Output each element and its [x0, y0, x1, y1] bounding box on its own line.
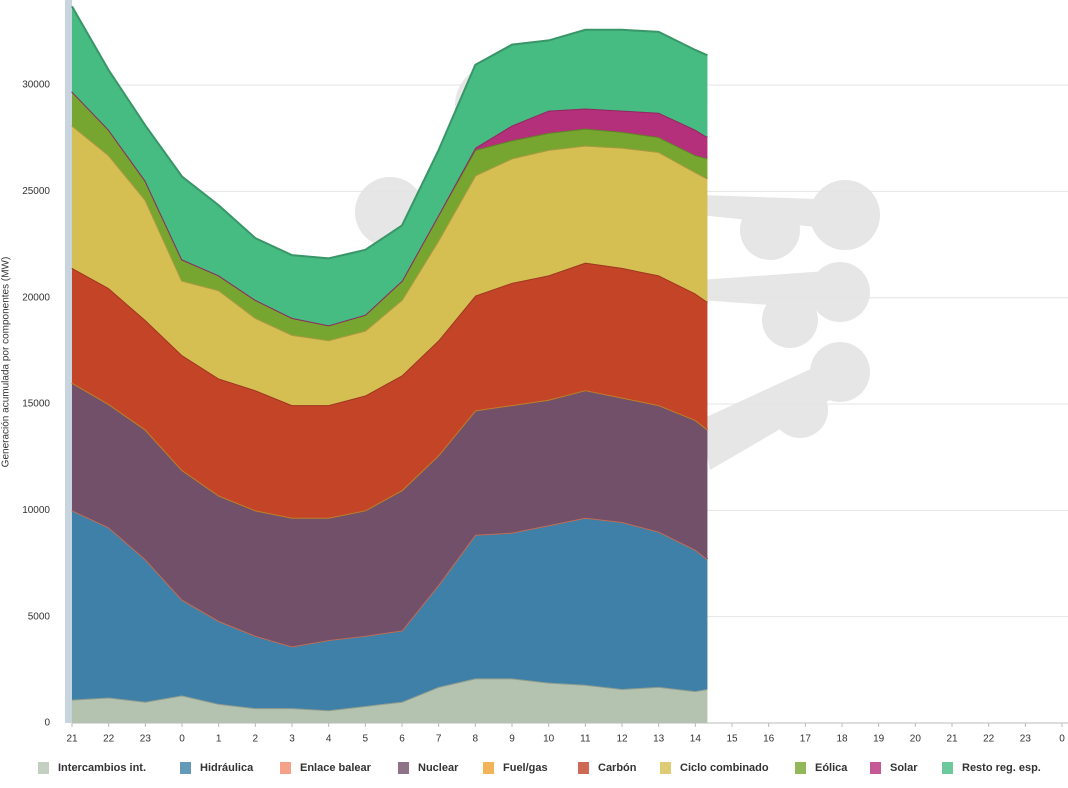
area [72, 382, 708, 647]
area [72, 678, 708, 723]
x-tick-label: 2 [253, 734, 259, 745]
x-tick-label: 7 [436, 734, 442, 745]
x-tick-label: 12 [616, 734, 628, 745]
legend-label: Enlace balear [300, 762, 372, 774]
legend-label: Eólica [815, 762, 848, 774]
legend-label: Intercambios int. [58, 762, 146, 774]
x-tick-label: 20 [910, 734, 922, 745]
legend-label: Resto reg. esp. [962, 762, 1041, 774]
y-tick-label: 0 [44, 718, 50, 729]
legend-swatch [942, 762, 953, 774]
y-tick-label: 25000 [22, 186, 50, 197]
x-tick-label: 0 [179, 734, 185, 745]
x-tick-label: 21 [66, 734, 78, 745]
area [72, 125, 708, 406]
series-line [71, 5, 708, 260]
x-tick-label: 21 [946, 734, 958, 745]
x-tick-label: 18 [836, 734, 848, 745]
x-tick-label: 11 [580, 734, 591, 745]
y-tick-label: 20000 [22, 292, 50, 303]
x-tick-label: 22 [103, 734, 115, 745]
y-tick-label: 5000 [28, 611, 51, 622]
axis-band [65, 0, 72, 723]
x-tick-label: 9 [509, 734, 515, 745]
x-tick-label: 10 [543, 734, 555, 745]
x-tick-label: 17 [800, 734, 812, 745]
legend-label: Carbón [598, 762, 637, 774]
x-tick-label: 13 [653, 734, 665, 745]
area [72, 6, 708, 326]
legend-label: Hidráulica [200, 762, 254, 774]
legend-swatch [38, 762, 49, 774]
y-axis-label: Generación acumulada por componentes (MW… [1, 257, 12, 468]
x-tick-label: 3 [289, 734, 295, 745]
x-tick-label: 5 [363, 734, 369, 745]
legend-swatch [578, 762, 589, 774]
x-tick-label: 4 [326, 734, 332, 745]
y-tick-label: 15000 [22, 399, 50, 410]
x-tick-label: 1 [216, 734, 222, 745]
legend-swatch [870, 762, 881, 774]
legend: Intercambios int. Hidráulica Enlace balear… [38, 762, 1041, 774]
y-tick-label: 30000 [22, 80, 50, 91]
x-tick-label: 15 [726, 734, 738, 745]
legend-label: Ciclo combinado [680, 762, 769, 774]
legend-label: Nuclear [418, 762, 459, 774]
x-tick-label: 22 [983, 734, 995, 745]
x-tick-label: 19 [873, 734, 885, 745]
legend-label: Fuel/gas [503, 762, 548, 774]
legend-swatch [660, 762, 671, 774]
area [72, 91, 708, 326]
x-tick-label: 0 [1059, 734, 1065, 745]
x-tick-label: 23 [140, 734, 152, 745]
x-tick-label: 6 [399, 734, 405, 745]
x-tick-label: 23 [1020, 734, 1032, 745]
x-tick-label: 14 [690, 734, 702, 745]
legend-swatch [280, 762, 291, 774]
legend-swatch [180, 762, 191, 774]
area [72, 262, 708, 518]
legend-label: Solar [890, 762, 918, 774]
legend-swatch [398, 762, 409, 774]
plot [71, 5, 1068, 724]
x-tick-label: 16 [763, 734, 775, 745]
legend-swatch [483, 762, 494, 774]
series-line [71, 509, 709, 648]
x-tick-label: 8 [473, 734, 479, 745]
legend-swatch [795, 762, 806, 774]
watermark [355, 65, 880, 470]
y-tick-label: 10000 [22, 505, 50, 516]
area [72, 510, 708, 711]
